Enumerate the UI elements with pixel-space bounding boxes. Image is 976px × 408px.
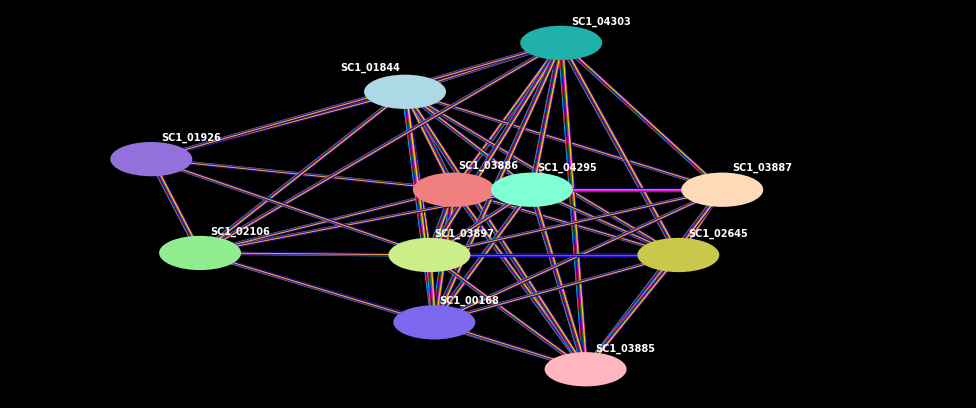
Circle shape bbox=[681, 173, 763, 207]
Circle shape bbox=[520, 26, 602, 60]
Circle shape bbox=[110, 142, 192, 176]
Text: SC1_01844: SC1_01844 bbox=[341, 63, 400, 73]
Circle shape bbox=[491, 173, 573, 207]
Circle shape bbox=[545, 352, 627, 386]
Text: SC1_01926: SC1_01926 bbox=[161, 133, 221, 143]
Text: SC1_02645: SC1_02645 bbox=[688, 228, 748, 239]
Circle shape bbox=[364, 75, 446, 109]
Circle shape bbox=[388, 238, 470, 272]
Text: SC1_04295: SC1_04295 bbox=[537, 163, 596, 173]
Text: SC1_03885: SC1_03885 bbox=[595, 344, 655, 354]
Circle shape bbox=[393, 305, 475, 339]
Text: SC1_03897: SC1_03897 bbox=[434, 228, 494, 239]
Circle shape bbox=[159, 236, 241, 270]
Text: SC1_03887: SC1_03887 bbox=[732, 163, 792, 173]
Text: SC1_04303: SC1_04303 bbox=[571, 16, 630, 27]
Text: SC1_00168: SC1_00168 bbox=[439, 296, 499, 306]
Text: SC1_03886: SC1_03886 bbox=[459, 161, 518, 171]
Circle shape bbox=[637, 238, 719, 272]
Circle shape bbox=[413, 173, 495, 207]
Text: SC1_02106: SC1_02106 bbox=[210, 226, 269, 237]
